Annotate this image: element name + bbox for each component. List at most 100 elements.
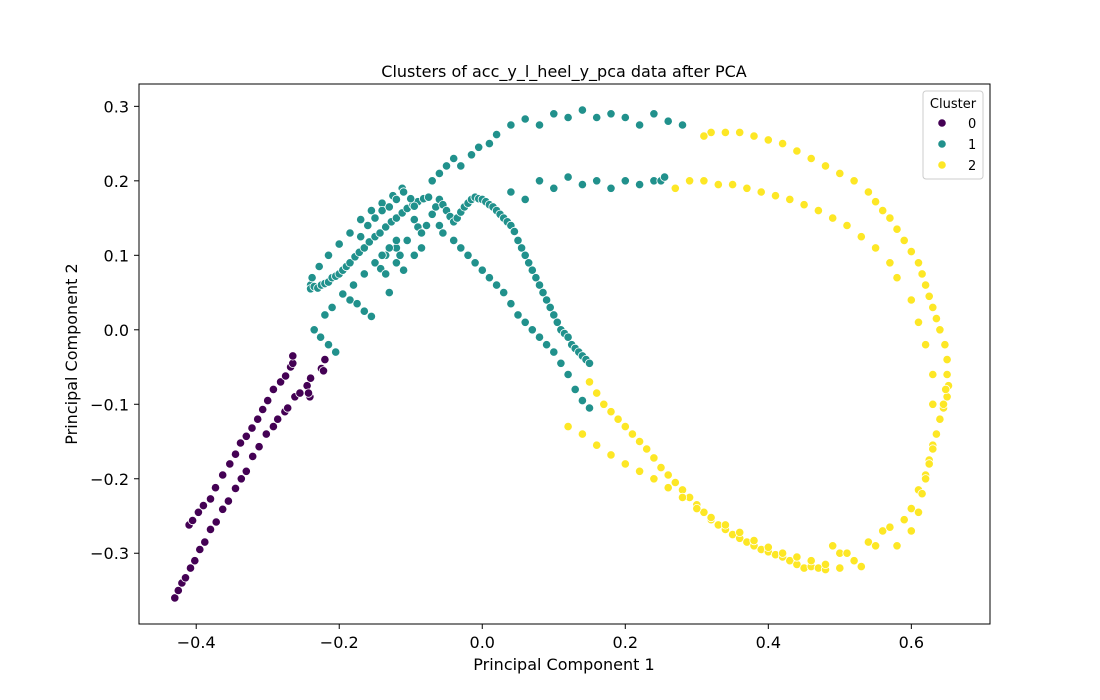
data-point-cluster-1	[463, 250, 473, 260]
data-point-cluster-0	[288, 351, 298, 361]
data-point-cluster-2	[785, 556, 795, 566]
data-point-cluster-2	[620, 459, 630, 469]
data-point-cluster-0	[303, 388, 314, 398]
data-point-cluster-2	[599, 399, 609, 409]
data-point-cluster-1	[556, 358, 566, 368]
data-point-cluster-0	[295, 388, 305, 398]
data-point-cluster-2	[849, 556, 859, 566]
data-point-cluster-1	[416, 228, 427, 238]
data-point-cluster-0	[305, 373, 316, 383]
data-point-cluster-2	[870, 197, 881, 207]
data-point-cluster-1	[663, 116, 673, 126]
data-point-cluster-1	[366, 311, 376, 321]
data-point-cluster-1	[391, 194, 401, 204]
data-point-cluster-2	[649, 453, 659, 463]
data-point-cluster-0	[235, 438, 246, 448]
data-point-cluster-2	[913, 507, 924, 517]
data-point-cluster-1	[370, 258, 380, 268]
data-point-cluster-2	[735, 527, 745, 538]
legend: Cluster 0 1 2	[922, 90, 984, 180]
data-point-cluster-0	[218, 470, 228, 480]
data-point-cluster-2	[770, 191, 781, 201]
data-point-cluster-2	[720, 520, 731, 530]
data-point-cluster-1	[541, 295, 552, 305]
data-point-cluster-2	[942, 354, 952, 365]
data-point-cluster-1	[570, 384, 580, 394]
data-point-cluster-2	[592, 388, 602, 398]
data-point-cluster-1	[391, 235, 401, 245]
data-point-cluster-2	[799, 200, 809, 210]
data-point-cluster-1	[527, 265, 537, 275]
y-tick-label: −0.1	[90, 395, 129, 414]
data-point-cluster-1	[545, 302, 555, 312]
data-point-cluster-2	[885, 522, 895, 532]
data-point-cluster-0	[198, 500, 208, 511]
data-point-cluster-1	[327, 302, 337, 312]
data-point-cluster-1	[345, 295, 355, 305]
data-point-cluster-2	[820, 161, 831, 171]
data-point-cluster-1	[577, 395, 588, 406]
data-point-cluster-1	[363, 220, 373, 231]
data-point-cluster-2	[892, 273, 902, 283]
data-point-cluster-0	[268, 384, 278, 394]
data-point-cluster-2	[935, 414, 945, 424]
data-point-cluster-1	[516, 243, 527, 253]
data-point-cluster-2	[878, 206, 888, 216]
data-point-cluster-1	[421, 220, 432, 231]
data-point-cluster-1	[315, 332, 326, 342]
data-point-cluster-2	[920, 280, 931, 290]
data-point-cluster-0	[210, 483, 221, 493]
data-point-cluster-0	[247, 423, 257, 433]
data-point-cluster-0	[230, 449, 241, 459]
data-point-cluster-1	[549, 183, 559, 193]
data-point-cluster-2	[928, 444, 938, 454]
data-point-cluster-1	[563, 172, 573, 182]
data-point-cluster-0	[254, 442, 264, 452]
data-point-cluster-2	[878, 526, 888, 536]
data-point-cluster-2	[913, 317, 924, 327]
data-point-cluster-1	[592, 112, 602, 123]
data-point-cluster-2	[906, 526, 916, 536]
data-point-cluster-2	[592, 440, 602, 450]
data-point-cluster-2	[577, 429, 588, 439]
data-point-cluster-0	[268, 421, 278, 432]
data-point-cluster-2	[634, 466, 645, 476]
data-point-cluster-1	[381, 222, 391, 232]
data-point-cluster-2	[917, 269, 927, 279]
x-tick-label: 0.6	[899, 633, 924, 652]
data-point-cluster-2	[931, 313, 942, 324]
data-point-cluster-2	[627, 429, 638, 439]
data-point-cluster-1	[402, 235, 412, 245]
data-point-cluster-2	[656, 462, 666, 473]
y-tick-label: −0.2	[90, 470, 129, 489]
data-point-cluster-1	[438, 228, 448, 238]
data-point-cluster-0	[248, 451, 258, 461]
data-point-cluster-2	[885, 258, 895, 268]
data-point-cluster-1	[434, 220, 444, 231]
data-point-cluster-2	[899, 515, 909, 525]
data-point-cluster-2	[870, 541, 881, 551]
data-point-cluster-0	[241, 431, 251, 441]
data-point-cluster-0	[193, 507, 203, 517]
data-point-cluster-1	[527, 325, 537, 335]
data-point-cluster-2	[935, 325, 945, 335]
data-point-cluster-1	[491, 130, 502, 140]
data-point-cluster-2	[706, 512, 716, 523]
data-point-cluster-1	[391, 213, 401, 223]
data-point-cluster-1	[323, 340, 334, 350]
y-tick-label: 0.0	[104, 321, 129, 340]
data-point-cluster-1	[506, 120, 516, 130]
data-point-cluster-2	[756, 187, 766, 197]
data-point-cluster-2	[813, 206, 824, 216]
data-point-cluster-2	[920, 474, 931, 484]
data-point-cluster-2	[749, 535, 759, 546]
data-point-cluster-2	[584, 377, 595, 387]
data-point-cluster-2	[670, 477, 680, 488]
legend-label-cluster-1: 1	[968, 138, 976, 153]
data-point-cluster-1	[677, 120, 688, 130]
data-point-cluster-1	[384, 202, 394, 212]
data-point-cluster-2	[620, 421, 630, 432]
data-point-cluster-2	[677, 492, 688, 502]
data-point-cluster-1	[384, 243, 394, 253]
data-point-cluster-2	[777, 139, 788, 149]
